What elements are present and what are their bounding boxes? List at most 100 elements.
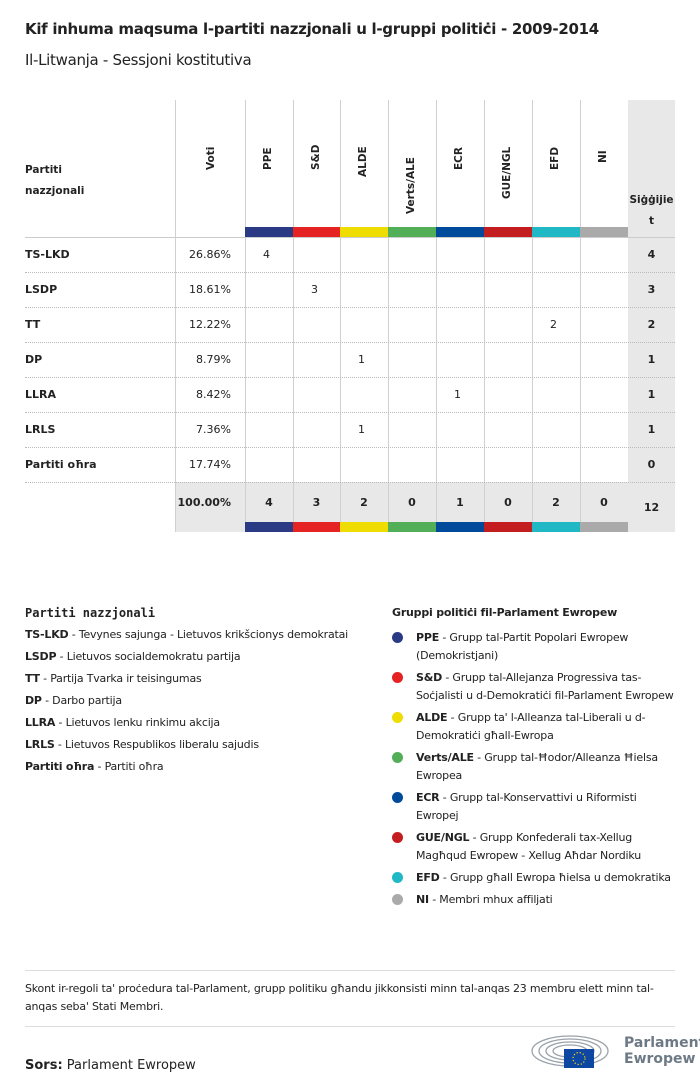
- group-color-bar: [580, 227, 628, 237]
- row-divider: [25, 412, 675, 413]
- source-value: Parlament Ewropew: [66, 1058, 196, 1073]
- group-seats: 1: [358, 353, 365, 366]
- legend-group-code: EFD: [416, 871, 440, 884]
- seats-column-bg: [628, 100, 675, 532]
- group-seats: [598, 447, 618, 482]
- group-header-efd: EFD: [549, 146, 561, 170]
- group-seats: [502, 447, 522, 482]
- legend-political-groups: Gruppi politiċi fil-Parlament Ewropew PP…: [392, 606, 682, 913]
- legend-party-item: Partiti oħra - Partiti oħra: [25, 760, 164, 773]
- legend-party-name: Lietuvos socialdemokratu partija: [66, 650, 241, 663]
- legend-group-item: ALDE - Grupp ta' l-Alleanza tal-Liberali…: [392, 709, 682, 745]
- group-color-bar: [436, 227, 484, 237]
- group-seats: [550, 342, 570, 377]
- group-color-bar: [532, 227, 580, 237]
- group-seats: [454, 447, 474, 482]
- logo-text-2: Ewropew: [624, 1051, 696, 1067]
- grand-total-seats: 12: [643, 500, 660, 514]
- group-seats: 1: [358, 423, 365, 436]
- group-color-bar: [484, 522, 532, 532]
- row-divider: [25, 342, 675, 343]
- group-seats: [358, 237, 378, 272]
- legend-group-name: Grupp għall Ewropa ħielsa u demokratika: [449, 871, 671, 884]
- group-seats: [550, 272, 570, 307]
- legend-group-name: Grupp tal-Partit Popolari Ewropew (Demok…: [416, 631, 629, 662]
- column-divider: [175, 100, 176, 532]
- group-seats: 2: [550, 318, 557, 331]
- group-total: 0: [600, 495, 608, 509]
- legend-party-item: DP - Darbo partija: [25, 694, 122, 707]
- group-seats: [598, 237, 618, 272]
- legend-party-code: TT: [25, 672, 40, 685]
- group-color-dot-icon: [392, 872, 403, 883]
- logo-text-1: Parlament: [624, 1035, 700, 1051]
- group-seats: 4: [263, 248, 270, 261]
- group-color-bar: [388, 522, 436, 532]
- column-divider: [245, 100, 246, 532]
- seats-total: 1: [647, 353, 656, 366]
- group-seats: [502, 237, 522, 272]
- legend-group-item: GUE/NGL - Grupp Konfederali tax-Xellug M…: [392, 829, 682, 865]
- group-seats: [263, 307, 283, 342]
- party-name: TT: [25, 318, 41, 331]
- group-total: 2: [360, 495, 368, 509]
- legend-party-name: Tevynes sajunga - Lietuvos krikšcionys d…: [78, 628, 349, 641]
- legend-party-name: Partiti oħra: [104, 760, 164, 773]
- column-divider: [293, 100, 294, 532]
- group-seats: [454, 412, 474, 447]
- group-color-bar: [245, 227, 293, 237]
- hemicycle-flag-icon: [531, 1035, 609, 1068]
- legend-party-name: Partija Tvarka ir teisingumas: [50, 672, 202, 685]
- seats-header: Siġġijiet: [629, 193, 674, 227]
- legend-party-code: LRLS: [25, 738, 55, 751]
- group-seats: [454, 237, 474, 272]
- group-seats: [598, 342, 618, 377]
- legend-party-item: TT - Partija Tvarka ir teisingumas: [25, 672, 202, 685]
- party-name: DP: [25, 353, 43, 366]
- legend-group-code: ALDE: [416, 711, 448, 724]
- legend-group-item: ECR - Grupp tal-Konservattivi u Riformis…: [392, 789, 682, 825]
- seats-total: 2: [647, 318, 656, 331]
- legend-party-item: LRLS - Lietuvos Respublikos liberalu saj…: [25, 738, 259, 751]
- group-seats: [311, 237, 331, 272]
- legend-party-name: Lietuvos Respublikos liberalu sajudis: [65, 738, 259, 751]
- legend-group-item: Verts/ALE - Grupp tal-Ħodor/Alleanza Ħie…: [392, 749, 682, 785]
- legend-party-code: LLRA: [25, 716, 56, 729]
- group-header-guengl: GUE/NGL: [501, 146, 513, 200]
- legend-party-code: LSDP: [25, 650, 57, 663]
- group-total: 1: [456, 495, 464, 509]
- party-name: TS-LKD: [25, 248, 70, 261]
- legend-party-code: Partiti oħra: [25, 760, 95, 773]
- row-divider: [25, 272, 675, 273]
- group-color-dot-icon: [392, 752, 403, 763]
- group-color-dot-icon: [392, 632, 403, 643]
- source: Sors: Parlament Ewropew: [25, 1058, 196, 1073]
- group-header-alde: ALDE: [357, 146, 369, 178]
- legend-party-name: Lietuvos lenku rinkimu akcija: [65, 716, 221, 729]
- group-seats: [406, 447, 426, 482]
- votes-value: 12.22%: [189, 318, 231, 331]
- legend-party-item: LLRA - Lietuvos lenku rinkimu akcija: [25, 716, 221, 729]
- group-seats: [406, 237, 426, 272]
- group-seats: [598, 307, 618, 342]
- group-color-bar: [532, 522, 580, 532]
- group-seats: [502, 307, 522, 342]
- legend-party-code: DP: [25, 694, 42, 707]
- group-color-bar: [580, 522, 628, 532]
- row-divider: [25, 447, 675, 448]
- legend-group-code: ECR: [416, 791, 440, 804]
- legend-group-item: S&D - Grupp tal-Allejanza Progressiva ta…: [392, 669, 682, 705]
- seats-total: 1: [647, 423, 656, 436]
- legend-group-item: EFD - Grupp għall Ewropa ħielsa u demokr…: [392, 869, 682, 887]
- footnote: Skont ir-regoli ta' proċedura tal-Parlam…: [25, 970, 675, 1027]
- group-seats: [550, 447, 570, 482]
- group-seats: [406, 412, 426, 447]
- legend-national-parties: Partiti nazzjonali TS-LKD - Tevynes saju…: [25, 606, 348, 782]
- column-divider: [580, 100, 581, 532]
- group-seats: [454, 272, 474, 307]
- group-color-dot-icon: [392, 894, 403, 905]
- group-header-sd: S&D: [310, 144, 322, 170]
- group-color-bar: [484, 227, 532, 237]
- page-subtitle: Il-Litwanja - Sessjoni kostitutiva: [25, 51, 252, 69]
- group-seats: [406, 342, 426, 377]
